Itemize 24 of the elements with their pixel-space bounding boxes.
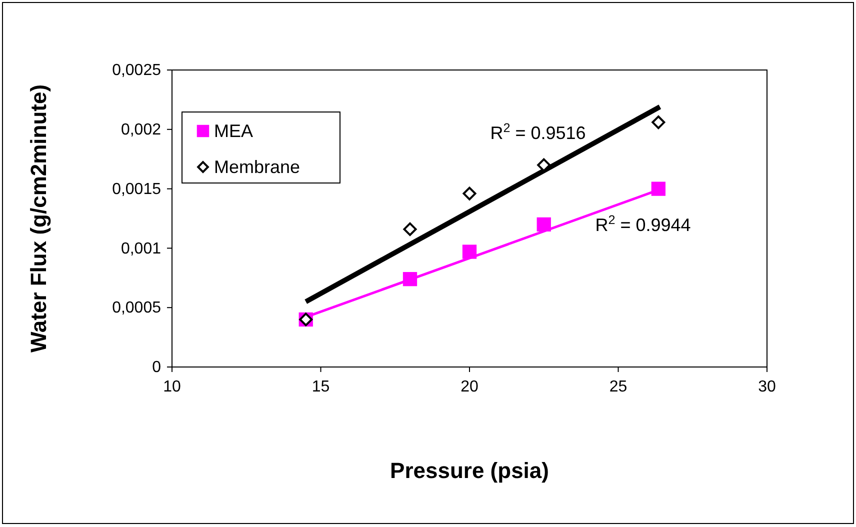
point xyxy=(462,244,477,259)
y-axis-title: Water Flux (g/cm2minute) xyxy=(26,84,51,353)
point xyxy=(536,217,551,232)
annotation: R$^{2}$ = 0.9516 xyxy=(490,121,586,143)
point xyxy=(651,182,666,196)
point xyxy=(652,116,666,130)
y-tick-label: 0,0015 xyxy=(112,180,162,198)
point xyxy=(403,222,417,236)
legend-label: MEA xyxy=(214,121,254,141)
x-tick-label: 10 xyxy=(163,378,181,396)
x-tick-label: 20 xyxy=(460,378,478,396)
y-tick-label: 0,002 xyxy=(120,122,162,139)
x-tick-label: 25 xyxy=(609,378,628,396)
y-tick-label: 0,0005 xyxy=(112,300,162,317)
legend-label: Membrane xyxy=(214,157,300,177)
annotation: R$^{2}$ = 0.9944 xyxy=(595,213,691,235)
y-tick-label: 0,001 xyxy=(120,240,162,258)
x-axis-title: Pressure (psia) xyxy=(390,458,549,483)
y-tick-label: 0,0025 xyxy=(112,62,162,80)
x-tick-label: 30 xyxy=(758,378,776,396)
x-tick-label: 15 xyxy=(312,378,330,396)
point xyxy=(462,186,476,200)
y-tick-label: 0 xyxy=(152,359,162,376)
point xyxy=(402,272,418,286)
